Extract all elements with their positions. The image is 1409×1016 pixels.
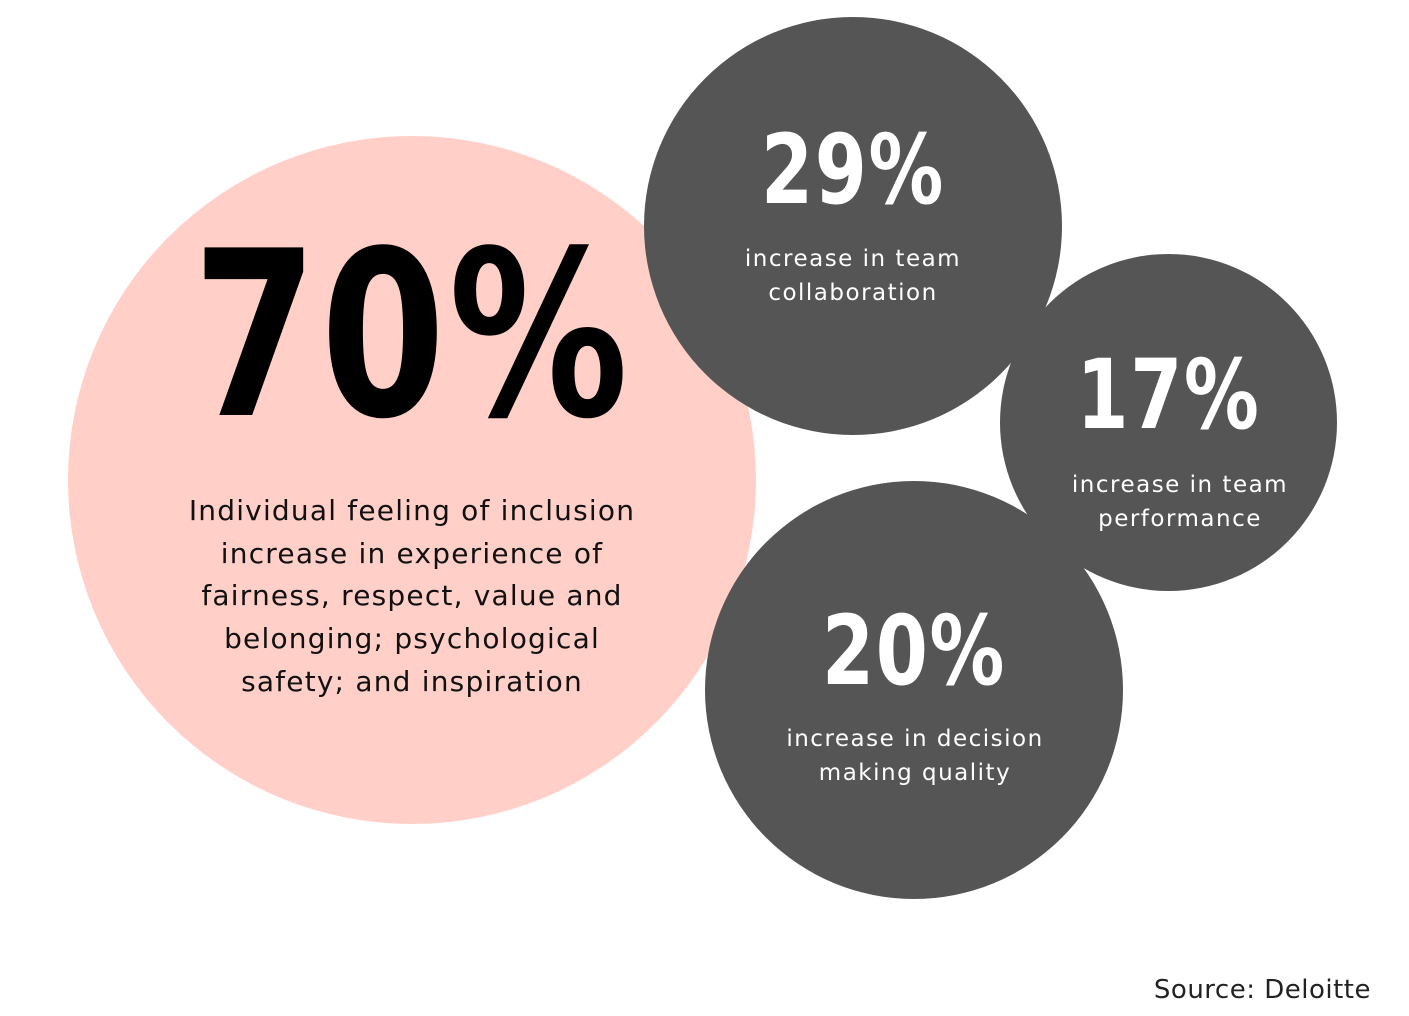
performance-stat-value: 17% xyxy=(1076,339,1261,451)
source-credit: Source: Deloitte xyxy=(1153,975,1371,1005)
main-stat-description: Individual feeling of inclusion increase… xyxy=(188,494,636,698)
collaboration-stat-value: 29% xyxy=(761,114,945,226)
collaboration-stat-circle xyxy=(644,17,1062,435)
decision-stat-circle xyxy=(705,481,1123,899)
main-stat-value: 70% xyxy=(192,203,632,470)
decision-stat-description: increase in decision making quality xyxy=(786,726,1044,786)
performance-stat-description: increase in team performance xyxy=(1071,472,1289,532)
collaboration-stat-description: increase in team collaboration xyxy=(744,246,962,306)
performance-stat-circle xyxy=(1000,254,1337,591)
main-stat-circle xyxy=(68,136,756,824)
decision-stat-value: 20% xyxy=(822,595,1006,707)
